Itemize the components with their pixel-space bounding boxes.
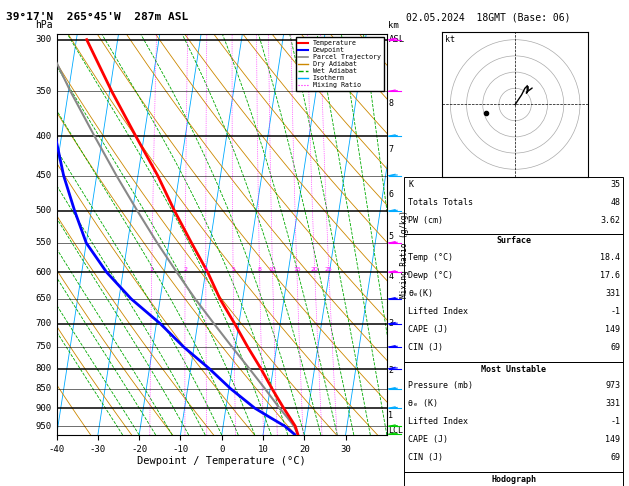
- Text: CIN (J): CIN (J): [408, 453, 443, 462]
- Text: CAPE (J): CAPE (J): [408, 325, 448, 334]
- Text: hPa: hPa: [35, 20, 53, 30]
- Text: 1: 1: [150, 267, 153, 272]
- Text: CIN (J): CIN (J): [408, 343, 443, 352]
- Text: 18.4: 18.4: [600, 253, 620, 262]
- Text: 850: 850: [35, 384, 52, 394]
- Text: 331: 331: [605, 289, 620, 298]
- Text: 3.62: 3.62: [600, 216, 620, 226]
- Text: 149: 149: [605, 325, 620, 334]
- X-axis label: Dewpoint / Temperature (°C): Dewpoint / Temperature (°C): [137, 456, 306, 467]
- Text: 69: 69: [610, 453, 620, 462]
- Text: 973: 973: [605, 381, 620, 390]
- Text: 800: 800: [35, 364, 52, 373]
- Text: Surface: Surface: [496, 236, 531, 245]
- Text: Most Unstable: Most Unstable: [481, 364, 546, 374]
- Text: 39°17'N  265°45'W  287m ASL: 39°17'N 265°45'W 287m ASL: [6, 12, 189, 22]
- Text: 350: 350: [35, 87, 52, 96]
- Text: 48: 48: [610, 198, 620, 208]
- Text: 8: 8: [389, 99, 394, 108]
- Text: 950: 950: [35, 422, 52, 431]
- Text: Temp (°C): Temp (°C): [408, 253, 454, 262]
- Text: LCL: LCL: [389, 426, 403, 435]
- Text: 400: 400: [35, 132, 52, 140]
- Text: 500: 500: [35, 207, 52, 215]
- Text: 700: 700: [35, 319, 52, 329]
- Text: Mixing Ratio (g/kg): Mixing Ratio (g/kg): [401, 210, 409, 298]
- Text: 25: 25: [325, 267, 333, 272]
- Legend: Temperature, Dewpoint, Parcel Trajectory, Dry Adiabat, Wet Adiabat, Isotherm, Mi: Temperature, Dewpoint, Parcel Trajectory…: [296, 37, 384, 91]
- Text: 600: 600: [35, 268, 52, 277]
- Text: 5: 5: [389, 232, 394, 241]
- Text: kt: kt: [445, 35, 455, 44]
- Text: Hodograph: Hodograph: [491, 475, 536, 484]
- Text: Dewp (°C): Dewp (°C): [408, 271, 454, 280]
- Text: 750: 750: [35, 343, 52, 351]
- Text: CAPE (J): CAPE (J): [408, 435, 448, 444]
- Text: 149: 149: [605, 435, 620, 444]
- Text: θₑ (K): θₑ (K): [408, 399, 438, 408]
- Text: 550: 550: [35, 239, 52, 247]
- Text: 450: 450: [35, 171, 52, 180]
- Text: K: K: [408, 180, 413, 190]
- Text: -1: -1: [610, 307, 620, 316]
- Text: 69: 69: [610, 343, 620, 352]
- Text: 10: 10: [269, 267, 276, 272]
- Text: 900: 900: [35, 404, 52, 413]
- Text: 7: 7: [389, 145, 394, 154]
- Text: 3: 3: [204, 267, 208, 272]
- Text: Pressure (mb): Pressure (mb): [408, 381, 473, 390]
- Text: 331: 331: [605, 399, 620, 408]
- Text: km: km: [389, 21, 399, 30]
- Text: 3: 3: [389, 319, 394, 329]
- Text: 8: 8: [258, 267, 262, 272]
- Text: 15: 15: [293, 267, 301, 272]
- Text: θₑ(K): θₑ(K): [408, 289, 433, 298]
- Text: Lifted Index: Lifted Index: [408, 307, 468, 316]
- Text: 5: 5: [231, 267, 235, 272]
- Text: 17.6: 17.6: [600, 271, 620, 280]
- Text: -1: -1: [610, 417, 620, 426]
- Text: 650: 650: [35, 295, 52, 303]
- Text: 35: 35: [610, 180, 620, 190]
- Text: PW (cm): PW (cm): [408, 216, 443, 226]
- Text: Lifted Index: Lifted Index: [408, 417, 468, 426]
- Text: ASL: ASL: [389, 35, 404, 44]
- Text: 6: 6: [389, 190, 394, 199]
- Text: 2: 2: [183, 267, 187, 272]
- Text: Totals Totals: Totals Totals: [408, 198, 473, 208]
- Text: 4: 4: [389, 272, 394, 280]
- Text: 300: 300: [35, 35, 52, 44]
- Text: 1: 1: [389, 411, 394, 420]
- Text: 2: 2: [389, 366, 394, 375]
- Text: 02.05.2024  18GMT (Base: 06): 02.05.2024 18GMT (Base: 06): [406, 12, 571, 22]
- Text: 20: 20: [311, 267, 319, 272]
